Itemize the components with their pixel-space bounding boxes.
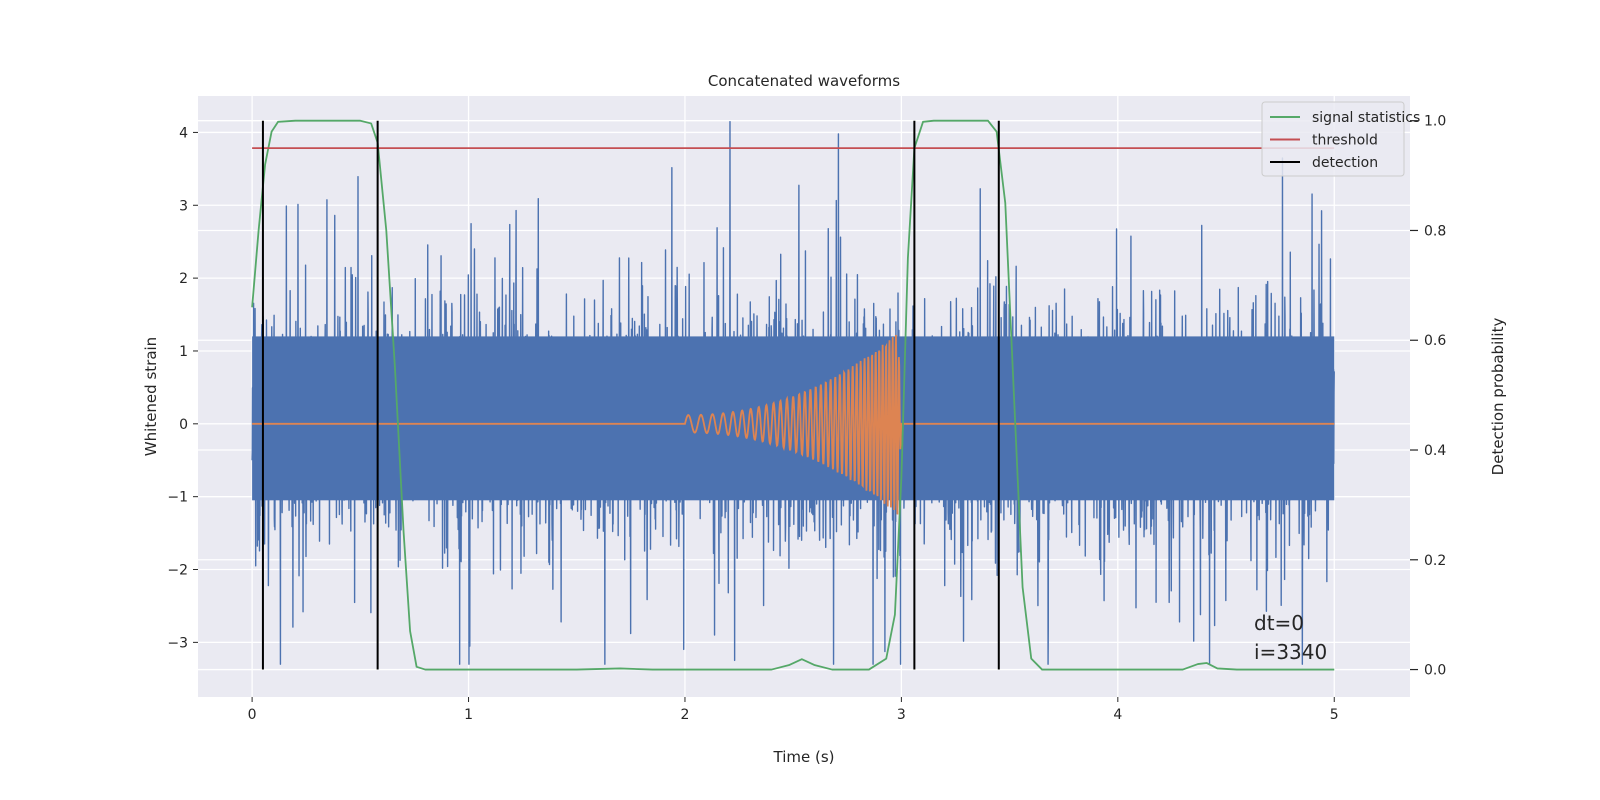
x-axis-title: Time (s) xyxy=(773,748,835,766)
y-tick-label: 4 xyxy=(179,125,188,141)
y-right-tick-label: 1.0 xyxy=(1424,114,1446,130)
signal-statistics-line xyxy=(251,119,1335,671)
y-tick-label: 2 xyxy=(179,271,188,287)
template-series-line xyxy=(252,334,1335,515)
y-right-tick-label: 0.2 xyxy=(1424,553,1446,569)
x-tick-label: 0 xyxy=(248,707,257,723)
x-tick-label: 2 xyxy=(681,707,690,723)
chart-title: Concatenated waveforms xyxy=(708,72,900,90)
y-tick-label: 0 xyxy=(179,417,188,433)
legend-label: signal statistics xyxy=(1312,110,1420,126)
strain-series-band xyxy=(252,336,1335,501)
x-tick-label: 4 xyxy=(1113,707,1122,723)
y-tick-label: −1 xyxy=(167,490,188,506)
y-right-tick-label: 0.8 xyxy=(1424,223,1446,239)
annotation-index: i=3340 xyxy=(1254,640,1327,664)
legend: signal statistics threshold detection xyxy=(1261,101,1420,177)
x-tick-label: 1 xyxy=(464,707,473,723)
legend-label: detection xyxy=(1312,155,1378,171)
y-tick-label: −3 xyxy=(167,635,188,651)
y-right-tick-label: 0.4 xyxy=(1424,443,1446,459)
y-tick-label: 3 xyxy=(179,198,188,214)
y-right-tick-label: 0.6 xyxy=(1424,333,1446,349)
y-right-tick-label: 0.0 xyxy=(1424,663,1446,679)
y-tick-label: −2 xyxy=(167,563,188,579)
legend-label: threshold xyxy=(1312,133,1378,149)
y-axis-title: Whitened strain xyxy=(142,337,160,456)
x-tick-label: 5 xyxy=(1330,707,1339,723)
legend-box xyxy=(1261,101,1405,177)
annotation-dt: dt=0 xyxy=(1254,611,1304,635)
ticks: 0 1 2 3 4 5 −3 −2 −1 0 1 2 3 4 0.0 0.2 0.4 0.6 0.8 1.0 xyxy=(167,114,1446,723)
series-layer xyxy=(251,119,1335,671)
y-tick-label: 1 xyxy=(179,344,188,360)
y-axis-right-title: Detection probability xyxy=(1489,318,1507,476)
x-tick-label: 3 xyxy=(897,707,906,723)
